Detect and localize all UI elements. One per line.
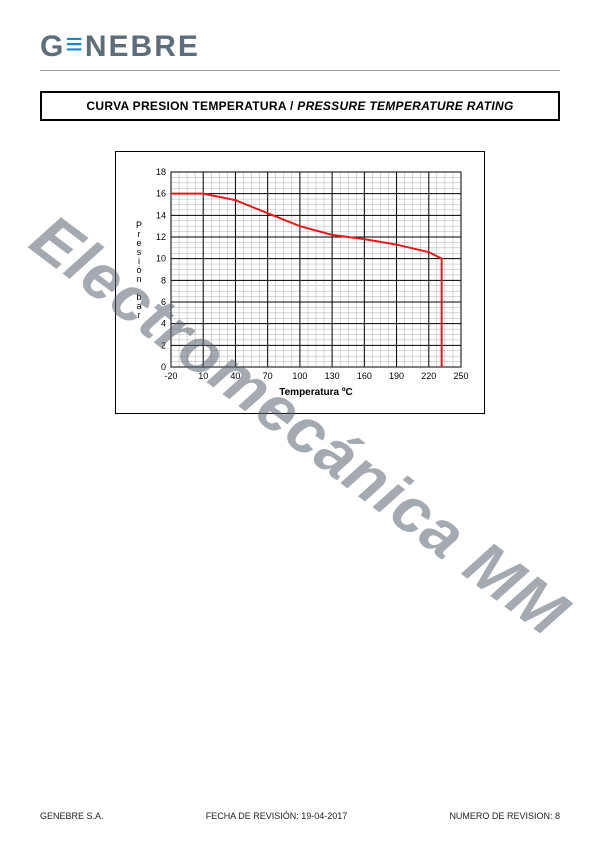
svg-text:10: 10	[156, 254, 166, 264]
svg-text:Temperatura ºC: Temperatura ºC	[279, 387, 353, 398]
divider	[40, 70, 560, 71]
svg-text:r: r	[138, 310, 141, 320]
svg-text:2: 2	[161, 340, 166, 350]
page-footer: GENEBRE S.A. FECHA DE REVISIÓN: 19-04-20…	[40, 811, 560, 821]
svg-text:250: 250	[453, 371, 468, 381]
svg-text:100: 100	[292, 371, 307, 381]
pressure-temperature-chart: -20 10 40 70 100 130 160 190 220 250 0 2 4 6 8 10 12 14 16…	[126, 164, 471, 403]
svg-text:190: 190	[389, 371, 404, 381]
footer-company: GENEBRE S.A.	[40, 811, 104, 821]
svg-text:160: 160	[357, 371, 372, 381]
footer-rev-num: NUMERO DE REVISION: 8	[449, 811, 560, 821]
svg-text:n: n	[136, 274, 141, 284]
svg-text:14: 14	[156, 210, 166, 220]
logo-accent: ≡	[65, 28, 85, 62]
svg-text:70: 70	[263, 371, 273, 381]
svg-text:10: 10	[198, 371, 208, 381]
title-en: PRESSURE TEMPERATURE RATING	[297, 99, 513, 113]
svg-text:18: 18	[156, 167, 166, 177]
svg-text:130: 130	[325, 371, 340, 381]
logo-suffix: NEBRE	[85, 30, 200, 63]
svg-text:-20: -20	[164, 371, 177, 381]
chart-container: -20 10 40 70 100 130 160 190 220 250 0 2 4 6 8 10 12 14 16…	[115, 151, 485, 414]
brand-logo: G≡NEBRE	[40, 30, 560, 64]
section-title-box: CURVA PRESION TEMPERATURA / PRESSURE TEM…	[40, 91, 560, 121]
title-es: CURVA PRESION TEMPERATURA	[86, 99, 286, 113]
svg-text:16: 16	[156, 189, 166, 199]
svg-text:40: 40	[230, 371, 240, 381]
footer-rev-date: FECHA DE REVISIÓN: 19-04-2017	[206, 811, 348, 821]
svg-text:6: 6	[161, 297, 166, 307]
logo-prefix: G	[40, 30, 65, 63]
document-page: G≡NEBRE CURVA PRESION TEMPERATURA / PRES…	[0, 0, 600, 849]
svg-text:4: 4	[161, 319, 166, 329]
svg-text:0: 0	[161, 362, 166, 372]
svg-text:8: 8	[161, 275, 166, 285]
svg-text:12: 12	[156, 232, 166, 242]
svg-text:220: 220	[421, 371, 436, 381]
title-sep: /	[286, 99, 297, 113]
